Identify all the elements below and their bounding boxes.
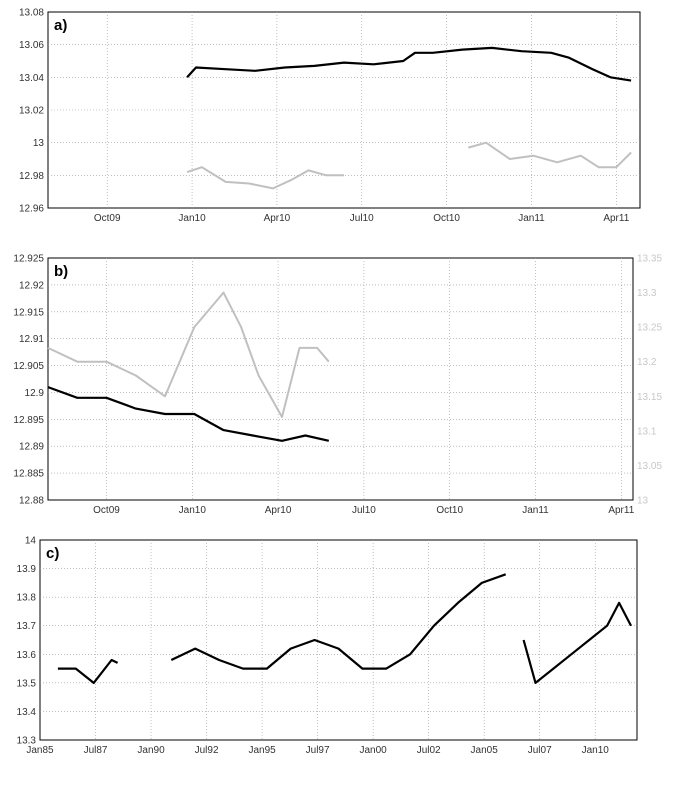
y-tick-label: 12.925: [13, 254, 44, 265]
x-tick-label: Oct09: [93, 505, 120, 516]
x-tick-label: Jan90: [137, 745, 165, 756]
y-tick-label: 13.8: [17, 593, 37, 604]
y2-tick-label: 13.35: [637, 254, 662, 265]
x-tick-label: Oct10: [436, 505, 463, 516]
x-tick-label: Apr11: [608, 505, 634, 516]
x-tick-label: Jan10: [179, 505, 207, 516]
x-tick-label: Jan95: [248, 745, 276, 756]
panel-2: 12.88 12.885 12.89 12.895 12.9 12.905 12.91 12.…: [13, 254, 662, 517]
y2-tick-label: 13.15: [637, 392, 662, 403]
x-tick-label: Jul07: [528, 745, 552, 756]
plot-area: [39, 539, 638, 741]
y2-tick-label: 13: [637, 496, 649, 507]
x-tick-label: Jul97: [306, 745, 330, 756]
x-tick-label: Jul02: [417, 745, 441, 756]
y-tick-label: 13.6: [17, 650, 37, 661]
x-tick-label: Apr10: [264, 213, 291, 224]
panel-label: a): [54, 17, 67, 34]
y2-tick-label: 13.05: [637, 461, 662, 472]
x-tick-label: Jul10: [350, 213, 374, 224]
x-tick-label: Jan05: [471, 745, 499, 756]
y-tick-label: 13.3: [17, 736, 37, 747]
y-tick-label: 13.08: [19, 8, 44, 19]
series-line-3: [468, 141, 632, 169]
x-tick-label: Apr10: [265, 505, 292, 516]
y-tick-label: 12.915: [13, 307, 44, 318]
y-tick-label: 14: [25, 536, 37, 547]
y-tick-label: 12.885: [13, 469, 44, 480]
plot-area: [47, 257, 634, 501]
x-tick-label: Jan85: [26, 745, 54, 756]
panel-label: c): [46, 545, 59, 562]
panel-label: b): [54, 263, 68, 280]
series-line-1: [186, 46, 632, 82]
y-tick-label: 12.91: [19, 334, 44, 345]
y-tick-label: 13.04: [19, 73, 44, 84]
series-line-2: [47, 386, 330, 442]
plot-area: [47, 11, 641, 209]
y-tick-label: 13.9: [17, 564, 37, 575]
panel-1: 12.96 12.98 13 13.02 13.04 13.06 13.08 Oct09 Jan…: [19, 8, 641, 224]
y2-tick-label: 13.25: [637, 323, 662, 334]
y-tick-label: 12.98: [19, 171, 44, 182]
x-tick-label: Jul87: [84, 745, 108, 756]
y-tick-label: 13.02: [19, 106, 44, 117]
y2-tick-label: 13.3: [637, 288, 657, 299]
y-tick-label: 12.89: [19, 442, 44, 453]
x-tick-label: Oct09: [94, 213, 121, 224]
series-line-1: [47, 291, 330, 418]
series-line-1: [57, 573, 632, 684]
series-line-2: [186, 166, 344, 190]
y-tick-label: 12.9: [25, 388, 45, 399]
y-tick-label: 12.905: [13, 361, 44, 372]
x-tick-label: Jan11: [522, 505, 549, 516]
x-tick-label: Jul92: [195, 745, 219, 756]
x-tick-label: Jan10: [582, 745, 610, 756]
y-tick-label: 12.96: [19, 204, 44, 215]
panel-3: 13.3 13.4 13.5 13.6 13.7 13.8 13.9 14 Jan85 Jul87…: [17, 536, 638, 756]
x-tick-label: Jan00: [360, 745, 388, 756]
x-tick-label: Jan10: [178, 213, 206, 224]
y-tick-label: 13.4: [17, 707, 37, 718]
x-tick-label: Jan11: [518, 213, 545, 224]
y2-tick-label: 13.1: [637, 426, 657, 437]
y2-tick-label: 13.2: [637, 357, 657, 368]
y-tick-label: 13.06: [19, 40, 44, 51]
y-tick-label: 12.895: [13, 415, 44, 426]
x-tick-label: Jul10: [352, 505, 376, 516]
y-tick-label: 13.7: [17, 621, 37, 632]
y-tick-label: 13.5: [17, 678, 37, 689]
x-tick-label: Oct10: [433, 213, 460, 224]
y-tick-label: 12.92: [19, 280, 44, 291]
x-tick-label: Apr11: [603, 213, 629, 224]
y-tick-label: 13: [33, 138, 45, 149]
y-tick-label: 12.88: [19, 496, 44, 507]
